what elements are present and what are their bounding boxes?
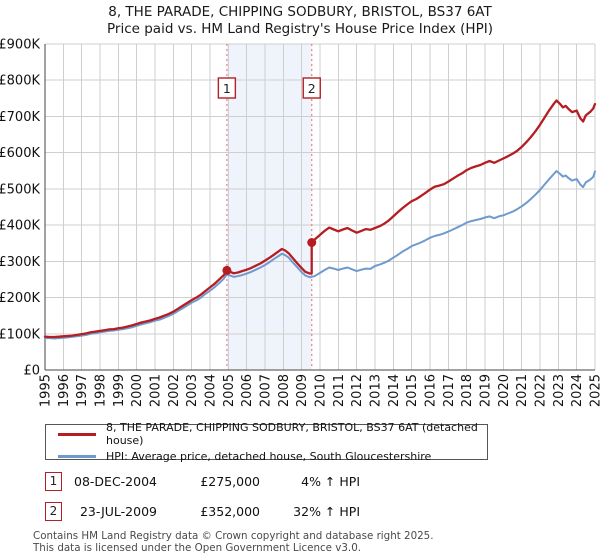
x-tick-label: 2020 (497, 374, 512, 407)
x-tick-label: 2010 (314, 374, 329, 407)
x-tick-label: 2018 (460, 374, 475, 407)
x-tick-label: 2015 (405, 374, 420, 407)
legend-label-hpi: HPI: Average price, detached house, Sout… (106, 450, 432, 463)
y-tick-label: £400K (0, 219, 40, 234)
chart-title-line1: 8, THE PARADE, CHIPPING SODBURY, BRISTOL… (108, 4, 492, 20)
y-tick-label: £200K (0, 291, 40, 306)
y-tick-label: £700K (0, 110, 40, 125)
x-tick-label: 2019 (479, 374, 494, 407)
x-tick-label: 2012 (350, 374, 365, 407)
x-tick-label: 2001 (149, 374, 164, 407)
sale-2-flag-number[interactable]: 2 (308, 81, 316, 96)
x-tick-label: 1998 (94, 374, 109, 407)
transaction-2-marker-badge[interactable]: 2 (45, 501, 62, 521)
footer-line2: This data is licensed under the Open Gov… (33, 541, 362, 554)
sale-1-flag-box[interactable] (217, 77, 237, 99)
x-tick-label: 2024 (570, 374, 585, 407)
x-tick-label: 2014 (387, 374, 402, 407)
chart-title-line2: Price paid vs. HM Land Registry's House … (107, 21, 493, 37)
sale-2-point-marker[interactable] (307, 237, 317, 247)
x-tick-label: 2022 (534, 374, 549, 407)
x-tick-label: 2009 (295, 374, 310, 407)
y-tick-label: £800K (0, 74, 40, 89)
x-tick-label: 1995 (39, 374, 54, 407)
y-tick-label: £100K (0, 327, 40, 342)
hpi-line-swatch (58, 455, 96, 458)
x-tick-label: 2017 (442, 374, 457, 407)
transaction-1-date: 08-DEC-2004 (74, 473, 157, 489)
transaction-row-1: 1 08-DEC-2004 £275,000 4% ↑ HPI (45, 471, 360, 491)
x-tick-label: 2005 (222, 374, 237, 407)
hpi-average-series-line (44, 170, 596, 340)
x-tick-label: 1996 (57, 374, 72, 407)
price-history-chart-svg: £0 £100K £200K £300K £400K £500K £600K £700K £80… (0, 38, 600, 408)
ownership-period-band (226, 44, 312, 370)
transaction-2-date: 23-JUL-2009 (79, 503, 157, 519)
y-tick-label: £300K (0, 255, 40, 270)
transaction-row-2: 2 23-JUL-2009 £352,000 32% ↑ HPI (45, 501, 360, 521)
chart-area: £0 £100K £200K £300K £400K £500K £600K £700K £80… (0, 38, 600, 408)
x-tick-label: 2004 (204, 374, 219, 407)
chart-title: 8, THE PARADE, CHIPPING SODBURY, BRISTOL… (0, 4, 600, 38)
sale-1-flag-number[interactable]: 1 (223, 81, 231, 96)
legend-item-hpi: HPI: Average price, detached house, Sout… (46, 450, 487, 463)
sale-2-flag-box[interactable] (302, 77, 321, 99)
transaction-1-hpi-diff: 4% ↑ HPI (301, 473, 360, 489)
x-tick-label: 2000 (130, 374, 145, 407)
transaction-2-price: £352,000 (200, 503, 260, 519)
x-tick-label: 2021 (515, 374, 530, 407)
x-tick-label: 2023 (552, 374, 567, 407)
x-tick-label: 2006 (240, 374, 255, 407)
x-tick-label: 2007 (259, 374, 274, 407)
x-tick-label: 2002 (167, 374, 182, 407)
transaction-1-price: £275,000 (200, 473, 260, 489)
y-tick-label: £0 (23, 364, 40, 379)
licence-footer: Contains HM Land Registry data © Crown c… (33, 530, 434, 554)
x-tick-label: 1997 (75, 374, 90, 407)
y-tick-label: £900K (0, 38, 40, 53)
x-tick-label: 2013 (369, 374, 384, 407)
transaction-2-hpi-diff: 32% ↑ HPI (293, 503, 360, 519)
x-tick-label: 1999 (112, 374, 127, 407)
transaction-1-marker-badge[interactable]: 1 (45, 471, 62, 491)
legend-label-price-paid: 8, THE PARADE, CHIPPING SODBURY, BRISTOL… (106, 421, 478, 447)
y-tick-label: £500K (0, 182, 40, 197)
footer-line1: Contains HM Land Registry data © Crown c… (33, 530, 434, 542)
x-tick-label: 2008 (277, 374, 292, 407)
price-paid-indexed-series-line (43, 99, 597, 339)
x-tick-label: 2003 (185, 374, 200, 407)
legend-item-price-paid: 8, THE PARADE, CHIPPING SODBURY, BRISTOL… (46, 421, 487, 447)
x-tick-label: 2025 (589, 374, 600, 407)
sale-1-point-marker[interactable] (222, 265, 232, 275)
x-tick-label: 2011 (332, 374, 347, 407)
y-tick-label: £600K (0, 146, 40, 161)
chart-legend: 8, THE PARADE, CHIPPING SODBURY, BRISTOL… (45, 421, 488, 463)
x-tick-label: 2016 (424, 374, 439, 407)
price-paid-line-swatch (58, 432, 96, 436)
